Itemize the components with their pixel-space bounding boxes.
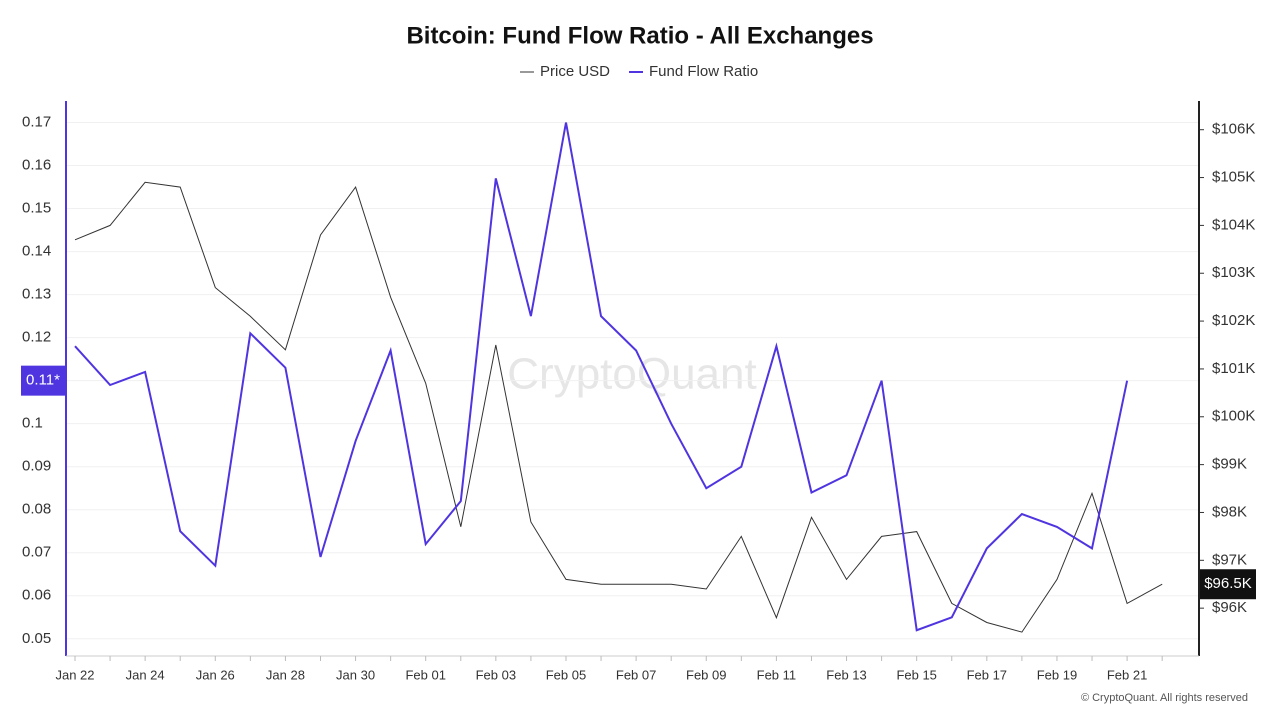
y-tick-label: 0.14 (22, 243, 51, 260)
y2-tick-label: $103K (1212, 264, 1255, 281)
y-marker-label: 0.11* (26, 372, 60, 389)
y2-tick-label: $102K (1212, 312, 1255, 329)
x-tick-label: Jan 26 (196, 667, 235, 682)
x-tick-label: Feb 11 (757, 667, 797, 682)
y2-tick-label: $106K (1212, 121, 1255, 138)
x-tick-label: Feb 21 (1107, 667, 1147, 682)
x-tick-label: Feb 03 (476, 667, 516, 682)
chart-title: Bitcoin: Fund Flow Ratio - All Exchanges (406, 22, 873, 49)
x-tick-label: Feb 07 (616, 667, 656, 682)
x-tick-label: Jan 28 (266, 667, 305, 682)
y-tick-label: 0.07 (22, 544, 51, 561)
legend-label: Fund Flow Ratio (649, 63, 758, 80)
y2-tick-label: $98K (1212, 503, 1247, 520)
y2-tick-label: $97K (1212, 551, 1247, 568)
y2-tick-label: $105K (1212, 169, 1255, 186)
x-tick-label: Feb 17 (967, 667, 1007, 682)
y-tick-label: 0.05 (22, 630, 51, 647)
x-tick-label: Feb 09 (686, 667, 726, 682)
x-tick-label: Feb 05 (546, 667, 586, 682)
x-tick-label: Jan 22 (55, 667, 94, 682)
watermark: CryptoQuant (507, 350, 756, 399)
x-tick-label: Feb 19 (1037, 667, 1077, 682)
x-tick-label: Feb 01 (405, 667, 445, 682)
x-tick-label: Feb 13 (826, 667, 866, 682)
y-tick-label: 0.08 (22, 501, 51, 518)
y-tick-label: 0.1 (22, 415, 43, 432)
y-tick-label: 0.15 (22, 200, 51, 217)
y2-marker-label: $96.5K (1204, 575, 1252, 592)
y-tick-label: 0.13 (22, 286, 51, 303)
x-tick-label: Feb 15 (896, 667, 936, 682)
x-tick-label: Jan 30 (336, 667, 375, 682)
y2-tick-label: $99K (1212, 456, 1247, 473)
y-tick-label: 0.16 (22, 157, 51, 174)
credit: © CryptoQuant. All rights reserved (1081, 692, 1248, 704)
y2-tick-label: $104K (1212, 216, 1255, 233)
y-marker-box (21, 365, 66, 396)
y-tick-label: 0.06 (22, 587, 51, 604)
series-line (74, 181, 1163, 633)
y-tick-label: 0.17 (22, 113, 51, 130)
legend-label: Price USD (540, 63, 610, 80)
y2-tick-label: $100K (1212, 408, 1255, 425)
x-tick-label: Jan 24 (126, 667, 165, 682)
y2-tick-label: $96K (1212, 599, 1247, 616)
y-tick-label: 0.09 (22, 458, 51, 475)
series-line (74, 122, 1129, 632)
y2-tick-label: $101K (1212, 360, 1255, 377)
y-tick-label: 0.12 (22, 329, 51, 346)
y2-marker-box (1200, 569, 1256, 600)
